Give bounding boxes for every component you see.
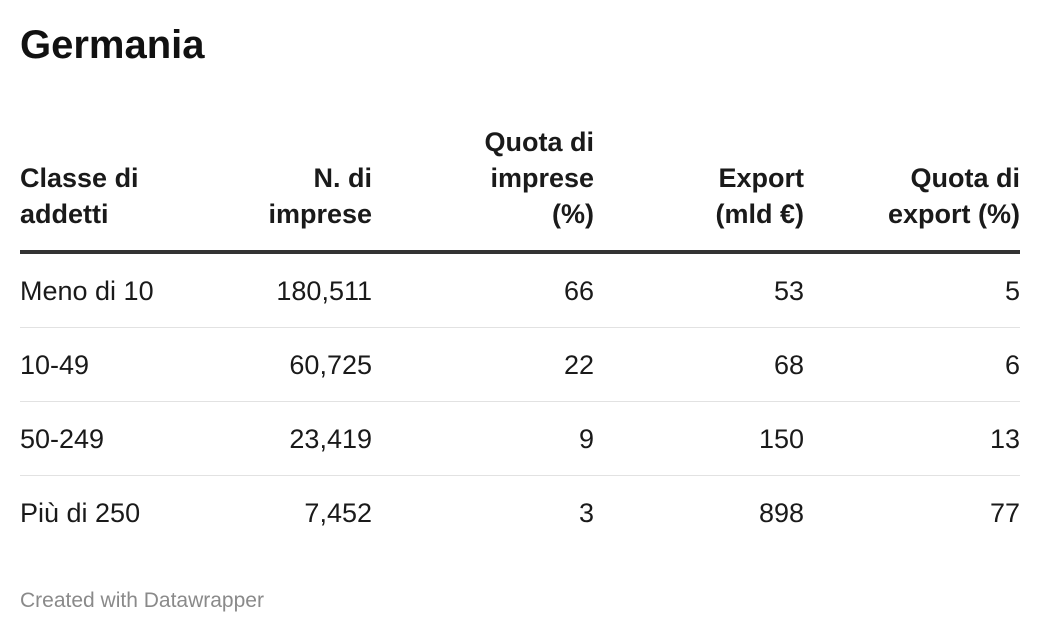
table-body: Meno di 10 180,511 66 53 5 10-49 60,725 22 68 6 50… — [20, 252, 1020, 549]
attribution-footer: Created with Datawrapper — [20, 589, 264, 612]
table-cell: 3 — [578, 497, 594, 528]
table-cell: 23,419 — [200, 401, 372, 476]
row-label-cell: 50-249 — [20, 401, 200, 476]
table-row: 10-49 60,725 22 68 6 — [20, 327, 1020, 402]
data-table-container: Classe di addetti N. di imprese Quota di impr… — [20, 124, 1020, 549]
table-cell: 13 — [804, 401, 1020, 476]
header-row: Classe di addetti N. di imprese Quota di impr… — [20, 124, 1021, 254]
row-label-cell: Più di 250 — [20, 497, 141, 528]
column-header-line: (mld €) — [715, 199, 804, 229]
column-header-line: export (%) — [887, 199, 1020, 229]
table-cell: 22 — [372, 327, 594, 402]
column-header-line: N. di — [313, 163, 373, 193]
row-label-cell: 10-49 — [20, 327, 200, 402]
table-cell: 53 — [594, 252, 804, 328]
column-header-2: N. di imprese — [200, 124, 373, 254]
table-cell: 7,452 — [304, 497, 372, 528]
data-table: Classe di addetti N. di imprese Quota di impr… — [20, 124, 1020, 549]
column-header-4: Export (mld €) — [594, 124, 804, 254]
chart-title: Germania — [20, 23, 205, 67]
column-header-line: Quota di — [484, 127, 595, 157]
table-cell: 150 — [594, 401, 804, 476]
column-header-line: Classe di — [20, 163, 139, 193]
column-header-line: Export — [718, 163, 804, 193]
column-header-line: addetti — [20, 199, 109, 229]
column-header-3: Quota di imprese (%) — [372, 124, 595, 254]
column-header-line: imprese — [268, 199, 372, 229]
table-cell: 66 — [372, 252, 594, 328]
column-header-5: Quota di export (%) — [804, 124, 1021, 254]
table-cell: 5 — [804, 252, 1020, 328]
table-cell: 180,511 — [200, 252, 372, 328]
column-header-line: Quota di — [910, 163, 1021, 193]
column-header-1: Classe di addetti — [20, 124, 200, 254]
table-cell: 77 — [989, 497, 1020, 528]
column-header-line: (%) — [552, 199, 594, 229]
table-header: Classe di addetti N. di imprese Quota di impr… — [20, 124, 1021, 254]
table-cell: 6 — [804, 327, 1020, 402]
table-row: 50-249 23,419 9 150 13 — [20, 401, 1020, 476]
table-row: Meno di 10 180,511 66 53 5 — [20, 252, 1020, 328]
row-label-cell: Meno di 10 — [20, 252, 200, 328]
table-cell: 9 — [372, 401, 594, 476]
table-cell: 60,725 — [200, 327, 372, 402]
table-cell: 898 — [758, 497, 804, 528]
table-row: Più di 250 7,452 3 898 77 — [20, 476, 1020, 550]
table-cell: 68 — [594, 327, 804, 402]
column-header-line: imprese — [490, 163, 594, 193]
